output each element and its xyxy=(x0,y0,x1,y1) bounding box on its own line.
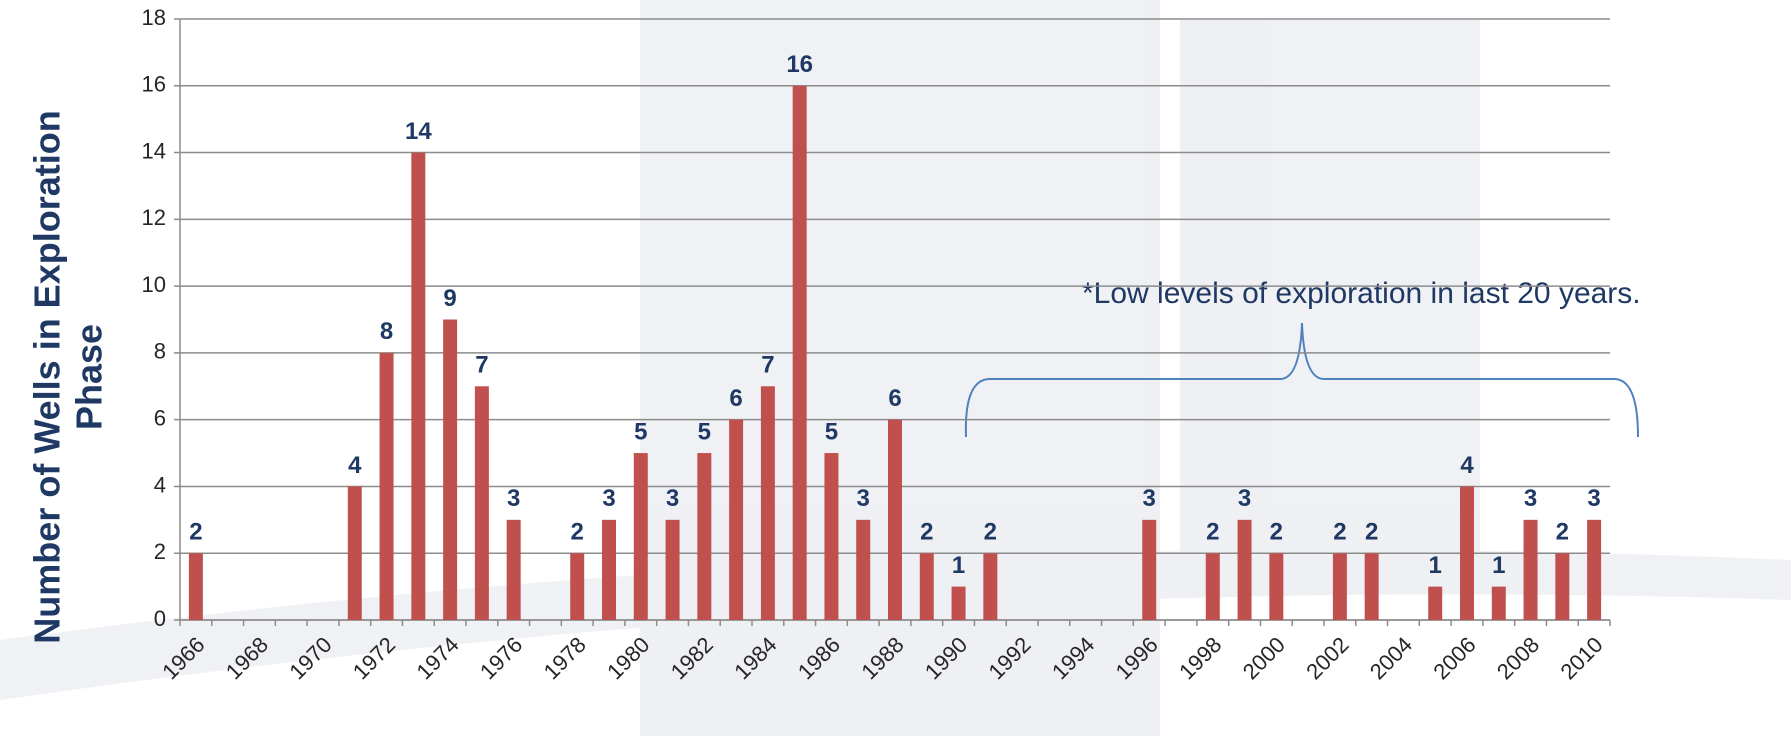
bar xyxy=(411,152,426,621)
y-tick-label: 18 xyxy=(142,5,166,30)
y-tick-label: 12 xyxy=(142,205,166,230)
data-label: 5 xyxy=(825,418,838,445)
bar xyxy=(1142,519,1157,620)
brace xyxy=(964,322,1639,438)
bar xyxy=(792,85,807,621)
bar xyxy=(729,419,744,620)
data-label: 6 xyxy=(888,385,901,412)
data-label: 2 xyxy=(1333,519,1346,546)
bar xyxy=(506,519,521,620)
y-tick-label: 4 xyxy=(154,472,166,497)
data-label: 3 xyxy=(1587,485,1600,512)
y-tick-label: 8 xyxy=(154,339,166,364)
x-tick-label: 2000 xyxy=(1238,632,1290,684)
bar xyxy=(665,519,680,620)
bar xyxy=(188,553,203,620)
data-label: 7 xyxy=(475,352,488,379)
data-label: 14 xyxy=(405,118,432,145)
bar xyxy=(760,386,775,620)
data-label: 7 xyxy=(761,352,774,379)
y-tick-label: 2 xyxy=(154,539,166,564)
bar xyxy=(1460,486,1474,620)
bar xyxy=(824,453,839,620)
data-label: 2 xyxy=(1206,519,1219,546)
bar xyxy=(1587,519,1602,620)
bar xyxy=(1205,553,1220,620)
y-tick-label: 16 xyxy=(142,72,166,97)
bar xyxy=(379,352,394,620)
bar xyxy=(602,519,616,620)
x-tick-label: 1998 xyxy=(1174,632,1226,684)
y-tick-label: 10 xyxy=(142,272,166,297)
data-label: 1 xyxy=(1492,552,1505,579)
bar xyxy=(888,419,902,620)
bar xyxy=(1523,519,1538,620)
data-label: 6 xyxy=(729,385,742,412)
bar xyxy=(1237,519,1252,620)
data-label: 3 xyxy=(602,485,615,512)
data-label: 3 xyxy=(857,485,870,512)
y-tick-label: 6 xyxy=(154,405,166,430)
data-label: 3 xyxy=(1143,485,1156,512)
bar xyxy=(1364,553,1379,620)
x-tick-label: 2008 xyxy=(1492,632,1544,684)
bar xyxy=(1491,586,1506,620)
bar xyxy=(1269,553,1284,620)
data-label: 1 xyxy=(1429,552,1442,579)
bar xyxy=(1332,553,1347,620)
bar xyxy=(474,386,489,620)
x-tick-label: 2006 xyxy=(1428,632,1480,684)
data-label: 9 xyxy=(443,285,456,312)
x-tick-label: 1978 xyxy=(539,632,591,684)
data-label: 5 xyxy=(634,418,647,445)
x-tick-label: 2002 xyxy=(1301,632,1353,684)
data-label: 2 xyxy=(189,519,202,546)
data-label: 1 xyxy=(952,552,965,579)
annotation: *Low levels of exploration in last 20 ye… xyxy=(1082,277,1641,310)
bar xyxy=(443,319,458,620)
bar xyxy=(347,486,362,620)
x-tick-label: 2004 xyxy=(1365,632,1417,684)
data-label: 16 xyxy=(786,51,813,78)
data-label: 5 xyxy=(698,418,711,445)
y-axis-title-line: Phase xyxy=(69,324,110,430)
data-label: 2 xyxy=(1556,519,1569,546)
data-label: 2 xyxy=(920,519,933,546)
bar xyxy=(633,453,648,620)
data-label: 2 xyxy=(1365,519,1378,546)
bar xyxy=(856,519,871,620)
y-axis-title-line: Number of Wells in Exploration xyxy=(27,110,68,643)
bar xyxy=(983,553,998,620)
data-label: 4 xyxy=(1460,452,1474,479)
data-label: 4 xyxy=(348,452,362,479)
bar xyxy=(951,586,966,620)
bar xyxy=(697,453,712,620)
bar xyxy=(1428,586,1443,620)
x-tick-label: 2010 xyxy=(1555,632,1607,684)
bar xyxy=(919,553,934,620)
data-label: 8 xyxy=(380,318,393,345)
data-label: 2 xyxy=(984,519,997,546)
data-label: 2 xyxy=(1270,519,1283,546)
y-tick-label: 14 xyxy=(142,138,166,163)
y-tick-label: 0 xyxy=(154,606,166,631)
y-axis-title: Number of Wells in Exploration Phase xyxy=(27,110,110,643)
data-label: 3 xyxy=(666,485,679,512)
bar xyxy=(570,553,585,620)
data-label: 3 xyxy=(507,485,520,512)
bar xyxy=(1555,553,1570,620)
data-label: 3 xyxy=(1524,485,1537,512)
data-label: 2 xyxy=(571,519,584,546)
data-label: 3 xyxy=(1238,485,1251,512)
